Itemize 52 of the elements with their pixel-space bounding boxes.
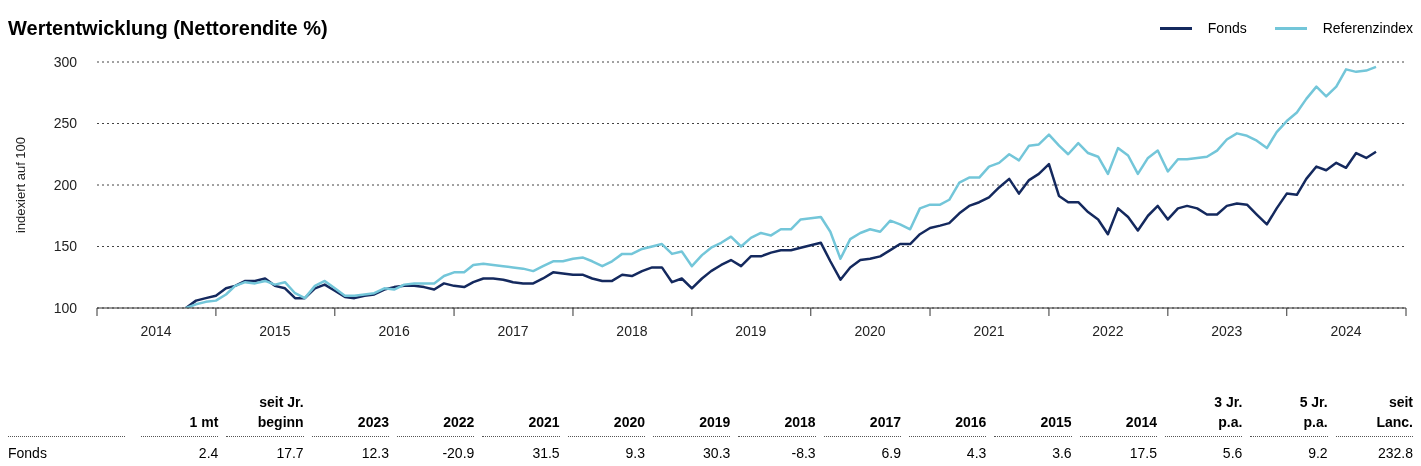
x-tick-label: 2019 [735, 323, 767, 339]
x-tick-label: 2015 [1039, 413, 1072, 432]
data-label: -20.9 [441, 445, 475, 461]
x-tick-label: 2021 [527, 413, 560, 432]
data-label: -8.3 [790, 445, 816, 461]
line-series [184, 150, 1378, 308]
x-tick-label: 2022 [442, 413, 475, 432]
y-tick-label: 300 [53, 53, 78, 70]
legend-label: Fonds [1207, 20, 1247, 36]
chart-title: Wertentwicklung (Nettorendite %) [8, 16, 328, 40]
data-label: 9.3 [624, 445, 645, 461]
data-label: 232.8 [1376, 445, 1413, 461]
x-tick-label: 2020 [612, 413, 645, 432]
y-tick-label: 200 [53, 176, 78, 193]
x-tick-label: 2017 [497, 323, 529, 339]
data-label: 2.4 [197, 445, 219, 461]
x-tick-label: 2021 [973, 323, 1005, 339]
y-tick-label: 100 [53, 299, 78, 316]
x-tick-label: 1 mt [188, 413, 219, 432]
data-label: 9.2 [1307, 445, 1328, 461]
line-series [184, 65, 1378, 308]
x-tick-label: 2023 [1211, 323, 1243, 339]
data-label: 3.6 [1051, 445, 1072, 461]
x-tick-label: 2018 [616, 323, 648, 339]
y-tick-label: 250 [53, 115, 78, 132]
legend-label: Referenzindex [1322, 20, 1413, 36]
x-tick-label: 2014 [140, 323, 172, 339]
x-tick-label: 2015 [259, 323, 291, 339]
x-tick-label: 2017 [868, 413, 901, 432]
x-tick-label: 2014 [1124, 413, 1157, 432]
x-tick-label: 2022 [1092, 323, 1124, 339]
data-label: 17.5 [1128, 445, 1157, 461]
data-label: 30.3 [702, 445, 731, 461]
x-tick-label: 2020 [854, 323, 886, 339]
data-label: 31.5 [531, 445, 560, 461]
data-label: 4.3 [965, 445, 987, 461]
data-label: 5.6 [1221, 445, 1243, 461]
data-label: 17.7 [275, 445, 304, 461]
x-tick-label: 2016 [378, 323, 410, 339]
x-tick-label: 2016 [954, 413, 987, 432]
x-tick-label: seit Jr. beginn [256, 393, 304, 432]
x-tick-label: seit Lanc. [1375, 393, 1413, 432]
data-label: 12.3 [360, 445, 389, 461]
x-tick-label: 2018 [783, 413, 816, 432]
y-axis-title: indexiert auf 100 [12, 136, 28, 234]
x-tick-label: 5 Jr. p.a. [1298, 393, 1328, 432]
y-tick-label: 150 [53, 238, 78, 255]
x-tick-label: 3 Jr. p.a. [1213, 393, 1243, 432]
x-tick-label: 2024 [1330, 323, 1362, 339]
x-tick-label: 2023 [356, 413, 389, 432]
x-tick-label: 2019 [698, 413, 731, 432]
data-label: 6.9 [880, 445, 901, 461]
